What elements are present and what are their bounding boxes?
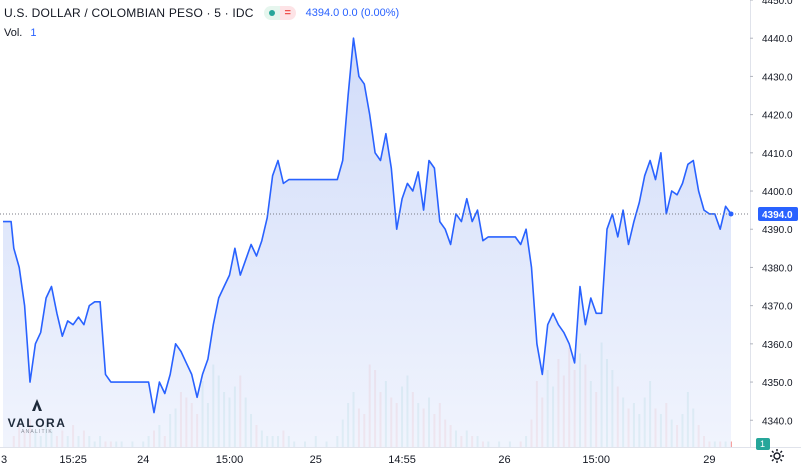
compare-icon: = — [279, 6, 296, 20]
y-tick-label: 4380.0 — [762, 263, 793, 274]
x-tick-label: 26 — [498, 454, 510, 466]
volume-legend: Vol. 1 — [4, 27, 36, 39]
x-tick-label: 14:55 — [388, 454, 416, 466]
logo-subtitle: ANALITIK — [21, 429, 53, 435]
y-tick-label: 4420.0 — [762, 111, 793, 122]
y-tick-label: 4340.0 — [762, 416, 793, 427]
x-tick-label: 3 — [1, 454, 7, 466]
y-tick-label: 4360.0 — [762, 340, 793, 351]
chart-legend: U.S. DOLLAR / COLOMBIAN PESO · 5 · IDC =… — [4, 6, 399, 20]
last-volume-tag-label: 1 — [760, 439, 765, 449]
last-price-tag — [758, 206, 798, 221]
symbol-title[interactable]: U.S. DOLLAR / COLOMBIAN PESO · 5 · IDC — [4, 6, 254, 20]
y-tick-label: 4400.0 — [762, 187, 793, 198]
market-status-icon — [263, 6, 280, 20]
volume-label: Vol. — [4, 27, 23, 39]
y-tick-label: 4450.0 — [762, 0, 793, 7]
y-tick-label: 4410.0 — [762, 149, 793, 160]
y-tick-label: 4370.0 — [762, 302, 793, 313]
x-tick-label: 25 — [310, 454, 322, 466]
settings-gear-icon[interactable] — [769, 448, 785, 464]
last-price-tag-label: 4394.0 — [762, 210, 793, 221]
status-pill[interactable]: = — [263, 6, 296, 20]
volume-value: 1 — [30, 27, 37, 39]
y-tick-label: 4430.0 — [762, 72, 793, 83]
last-price-dot — [728, 211, 734, 217]
x-tick-label: 15:00 — [216, 454, 244, 466]
y-tick-label: 4350.0 — [762, 378, 793, 389]
x-tick-label: 24 — [137, 454, 149, 466]
logo-word: VALORA — [7, 416, 67, 430]
x-tick-label: 29 — [703, 454, 715, 466]
x-tick-label: 15:00 — [582, 454, 610, 466]
last-quote: 4394.0 0.0 (0.00%) — [305, 7, 400, 19]
y-tick-label: 4390.0 — [762, 225, 793, 236]
price-area — [3, 38, 731, 447]
x-tick-label: 15:25 — [59, 454, 87, 466]
logo-mark-icon — [32, 399, 42, 411]
last-volume-tag — [756, 438, 770, 450]
price-line — [3, 37, 732, 414]
valora-logo: VALORA ANALITIK — [6, 398, 68, 435]
y-tick-label: 4440.0 — [762, 34, 793, 45]
